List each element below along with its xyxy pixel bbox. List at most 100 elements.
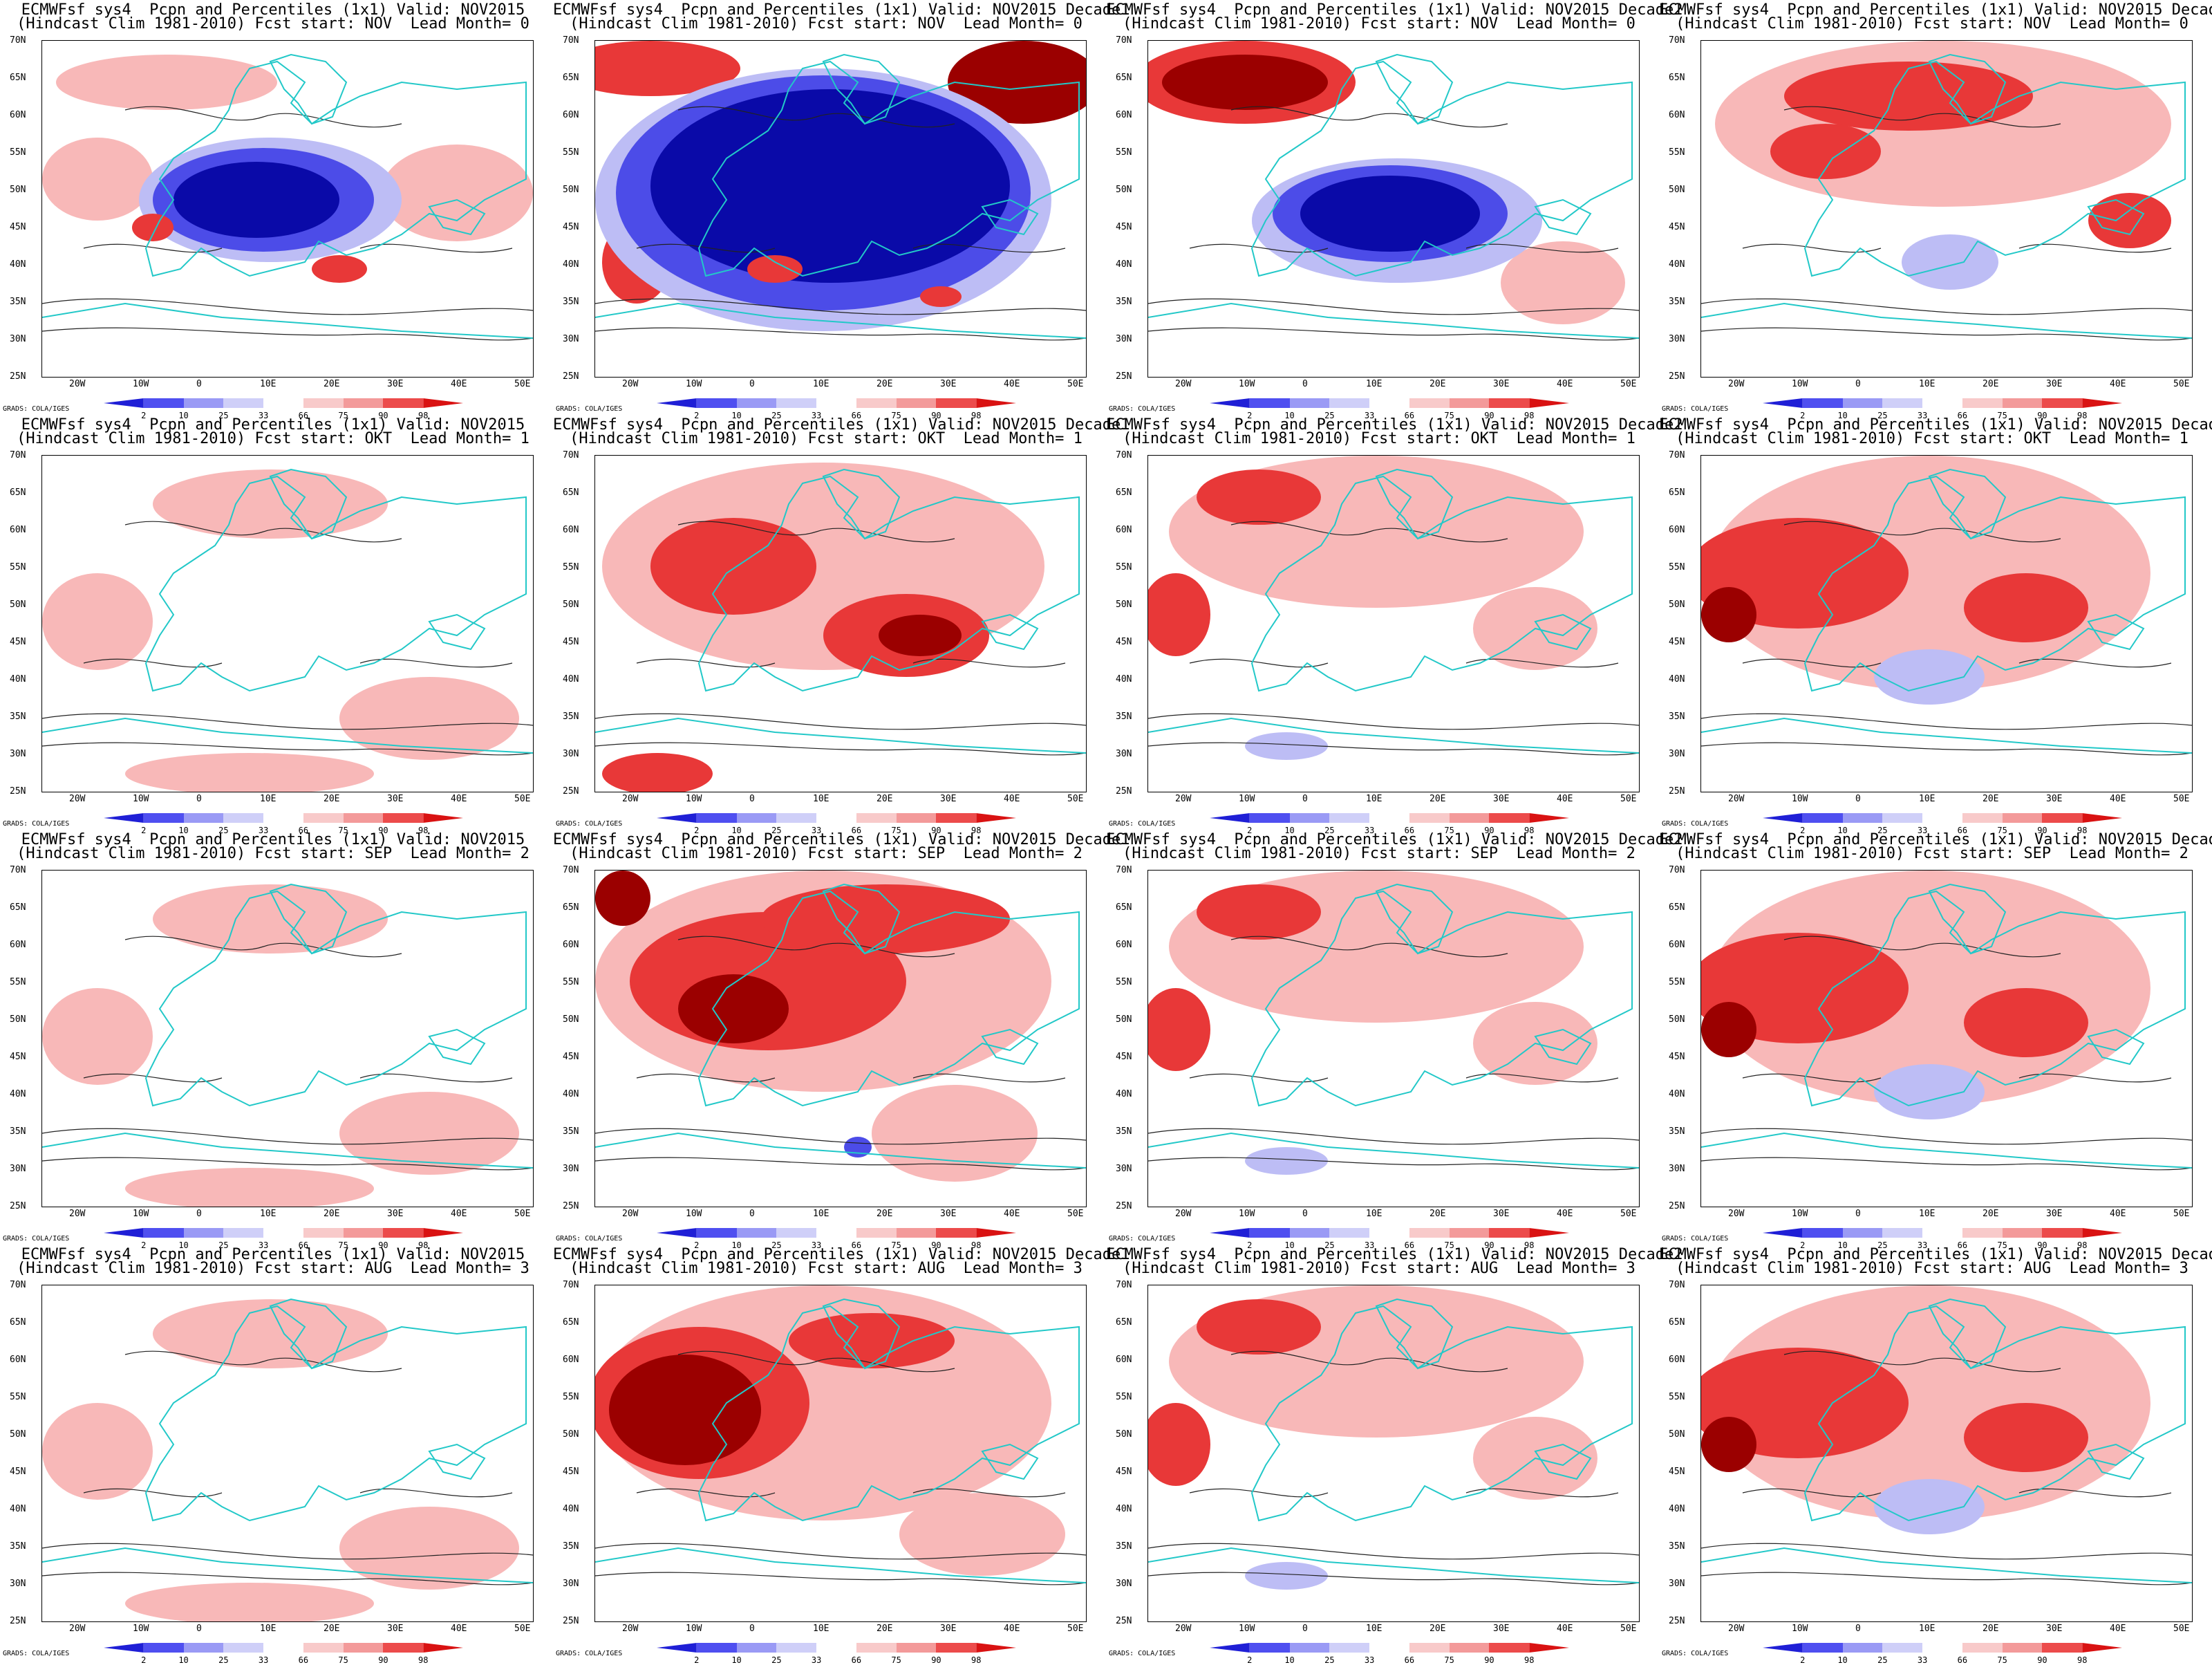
lon-label: 20E	[324, 794, 340, 804]
panel-title: ECMWFsf sys4 Pcpn and Percentiles (1x1) …	[1659, 831, 2212, 848]
lon-label: 0	[1855, 379, 1861, 389]
map-panel-r3-c3: ECMWFsf sys4 Pcpn and Percentiles (1x1) …	[1106, 830, 1683, 1251]
colorbar-segment	[1409, 813, 1450, 823]
lon-label: 10W	[686, 379, 702, 389]
colorbar-segment	[183, 1228, 224, 1238]
lon-label: 20W	[69, 794, 86, 804]
lat-label: 60N	[10, 525, 26, 535]
lon-label: 10E	[260, 379, 276, 389]
lon-label: 10E	[1366, 379, 1382, 389]
colorbar-label: 66	[851, 1240, 862, 1250]
lon-label: 20W	[69, 1209, 86, 1219]
lon-label: 10W	[1239, 1624, 1255, 1634]
credit-text: GRADS: COLA/IGES	[556, 405, 623, 413]
precip-map	[41, 40, 534, 378]
colorbar-segment	[1802, 1228, 1843, 1238]
colorbar-label: 98	[2077, 1655, 2088, 1665]
colorbar-label: 75	[1444, 411, 1454, 420]
colorbar-label: 90	[2037, 411, 2047, 420]
lat-label: 60N	[1116, 940, 1132, 950]
lon-label: 10E	[260, 794, 276, 804]
lon-label: 10W	[1239, 794, 1255, 804]
colorbar-label: 2	[1247, 1655, 1253, 1665]
colorbar-label: 10	[731, 826, 742, 835]
colorbar-segment	[183, 813, 224, 823]
colorbar-segment	[303, 1643, 344, 1653]
colorbar-label: 2	[694, 1655, 700, 1665]
colorbar-segment	[736, 1643, 777, 1653]
colorbar-label: 25	[218, 826, 229, 835]
lat-label: 70N	[1669, 865, 1685, 875]
lat-label: 25N	[10, 1201, 26, 1211]
colorbar-segment	[1882, 1643, 1923, 1653]
lat-label: 50N	[1669, 185, 1685, 195]
lon-label: 20E	[1983, 1624, 1999, 1634]
map-panel-r1-c4: ECMWFsf sys4 Pcpn and Percentiles (1x1) …	[1659, 0, 2212, 421]
lat-label: 25N	[10, 371, 26, 382]
colorbar-segment	[1489, 813, 1530, 823]
colorbar-segment	[1529, 1228, 1569, 1238]
lon-label: 20W	[622, 1624, 639, 1634]
colorbar-label: 10	[1284, 826, 1295, 835]
colorbar-label: 98	[971, 1240, 982, 1250]
lat-label: 70N	[1669, 450, 1685, 461]
colorbar-segment	[657, 398, 697, 408]
colorbar-label: 75	[891, 411, 901, 420]
lon-label: 50E	[1067, 794, 1084, 804]
lon-label: 50E	[514, 379, 531, 389]
lat-label: 40N	[1669, 259, 1685, 270]
colorbar-label: 25	[1877, 1655, 1888, 1665]
colorbar-segment	[1962, 813, 2003, 823]
colorbar-label: 90	[378, 411, 388, 420]
lat-label: 50N	[10, 599, 26, 610]
lat-label: 50N	[10, 185, 26, 195]
colorbar-label: 90	[1484, 411, 1494, 420]
lon-label: 20W	[1728, 794, 1745, 804]
lat-label: 40N	[563, 674, 579, 685]
credit-text: GRADS: COLA/IGES	[1109, 1650, 1176, 1657]
colorbar-label: 10	[731, 1240, 742, 1250]
lat-label: 65N	[1669, 902, 1685, 913]
colorbar-label: 66	[1957, 826, 1968, 835]
colorbar-segment	[936, 813, 977, 823]
lat-label: 50N	[10, 1014, 26, 1025]
colorbar-segment	[2082, 813, 2122, 823]
colorbar-segment	[2002, 1643, 2043, 1653]
colorbar: 2 10 25 33 66 75 90 98	[1763, 1643, 2122, 1665]
colorbar-segment	[736, 813, 777, 823]
colorbar-segment	[1922, 813, 1962, 823]
panel-subtitle: (Hindcast Clim 1981-2010) Fcst start: AU…	[1676, 1260, 2188, 1277]
lon-label: 50E	[1620, 1624, 1637, 1634]
colorbar-segment	[1369, 1228, 1409, 1238]
lat-label: 25N	[1116, 1201, 1132, 1211]
lat-label: 50N	[563, 185, 579, 195]
lon-label: 20E	[324, 379, 340, 389]
lat-label: 35N	[1669, 711, 1685, 722]
panel-title: ECMWFsf sys4 Pcpn and Percentiles (1x1) …	[1106, 1246, 1683, 1263]
colorbar-segment	[223, 1228, 264, 1238]
colorbar-label: 25	[771, 1240, 782, 1250]
colorbar-label: 66	[298, 1240, 309, 1250]
colorbar-label: 75	[891, 826, 901, 835]
lat-label: 60N	[1669, 110, 1685, 120]
lon-label: 0	[1855, 1209, 1861, 1219]
panel-title: ECMWFsf sys4 Pcpn and Percentiles (1x1) …	[21, 1246, 525, 1263]
panel-subtitle: (Hindcast Clim 1981-2010) Fcst start: NO…	[1676, 15, 2188, 32]
lat-label: 30N	[1669, 1579, 1685, 1589]
lon-label: 20W	[1728, 379, 1745, 389]
lat-label: 60N	[10, 940, 26, 950]
colorbar-segment	[1922, 1643, 1962, 1653]
lon-label: 40E	[451, 1624, 467, 1634]
lat-label: 60N	[563, 940, 579, 950]
lat-label: 70N	[563, 450, 579, 461]
map-panel-r3-c2: ECMWFsf sys4 Pcpn and Percentiles (1x1) …	[553, 830, 1130, 1251]
lon-label: 40E	[1557, 379, 1573, 389]
colorbar-segment	[856, 1643, 897, 1653]
panel-subtitle: (Hindcast Clim 1981-2010) Fcst start: OK…	[570, 430, 1082, 447]
lat-label: 35N	[563, 297, 579, 307]
colorbar-label: 2	[1800, 1240, 1806, 1250]
colorbar-label: 10	[178, 411, 189, 420]
colorbar-segment	[896, 398, 937, 408]
lon-label: 10E	[1919, 1209, 1936, 1219]
lat-label: 25N	[563, 786, 579, 797]
